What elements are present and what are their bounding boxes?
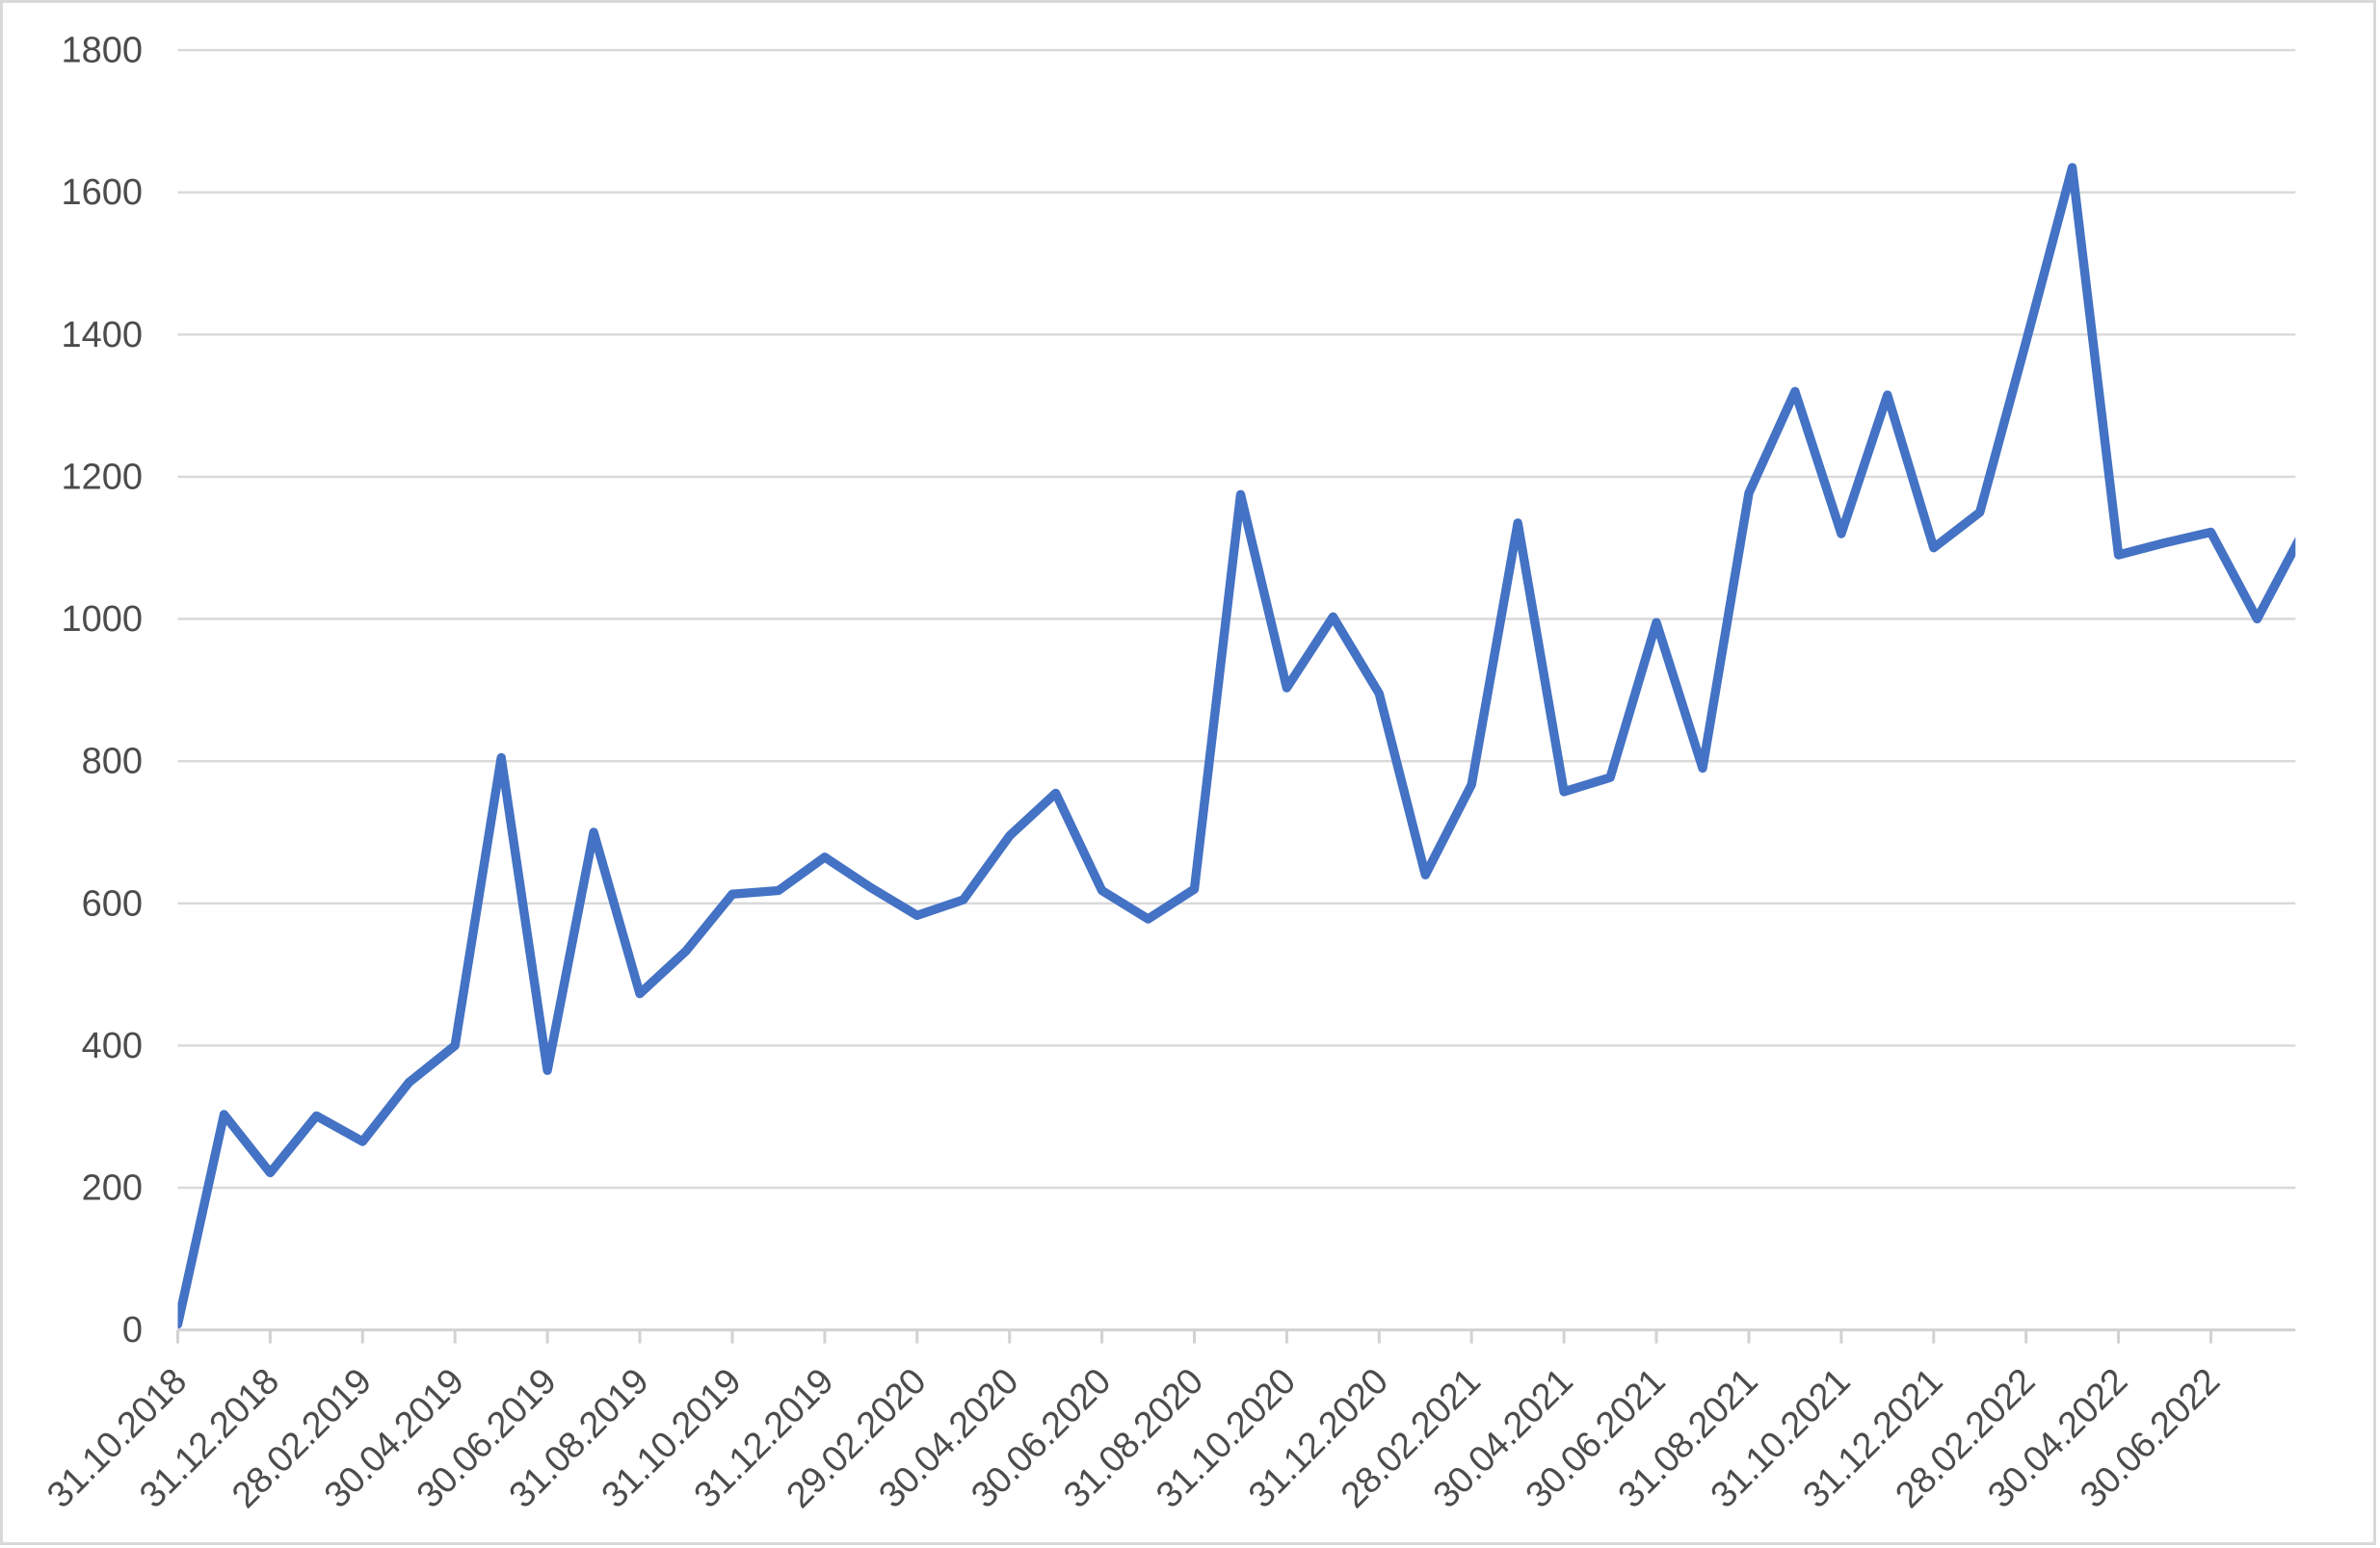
- svg-text:1600: 1600: [61, 172, 143, 213]
- svg-text:800: 800: [82, 742, 143, 782]
- svg-text:200: 200: [82, 1168, 143, 1209]
- svg-text:1400: 1400: [61, 315, 143, 355]
- svg-text:1000: 1000: [61, 599, 143, 640]
- svg-text:600: 600: [82, 883, 143, 924]
- svg-text:0: 0: [122, 1310, 143, 1351]
- svg-text:400: 400: [82, 1026, 143, 1066]
- svg-text:1200: 1200: [61, 457, 143, 497]
- svg-text:1800: 1800: [61, 31, 143, 71]
